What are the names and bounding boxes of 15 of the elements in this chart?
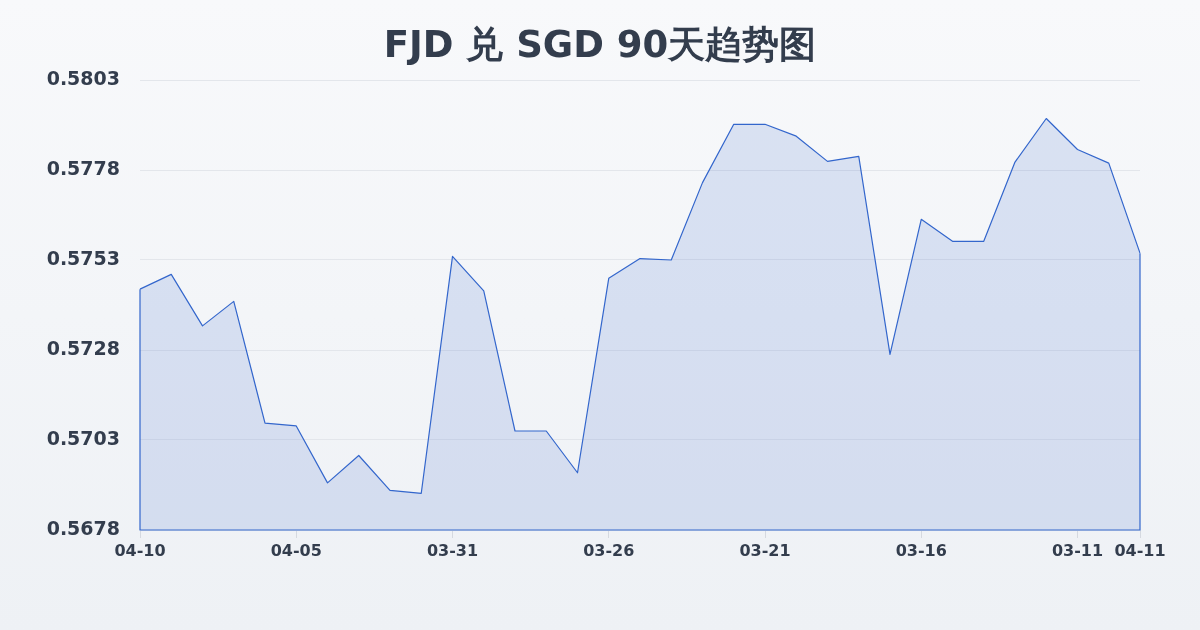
x-tick-label: 03-11 [1051, 540, 1104, 560]
x-tick-label: 03-16 [895, 540, 947, 560]
x-tick-label: 03-21 [739, 540, 791, 560]
x-tick-label: 03-31 [426, 540, 479, 560]
y-tick-label: 0.5728 [46, 336, 120, 359]
y-tick-label: 0.5803 [46, 66, 120, 89]
y-tick-label: 0.5778 [46, 156, 120, 179]
y-tick-label: 0.5678 [46, 516, 120, 539]
x-tick-label: 04-05 [270, 540, 322, 560]
x-tick-label: 04-10 [114, 540, 166, 560]
chart-title: FJD 兑 SGD 90天趋势图 [383, 23, 817, 66]
y-tick-label: 0.5703 [46, 426, 120, 449]
y-tick-label: 0.5753 [46, 246, 120, 269]
x-tick-label: 04-11 [1114, 540, 1166, 560]
x-tick-label: 03-26 [583, 540, 635, 560]
